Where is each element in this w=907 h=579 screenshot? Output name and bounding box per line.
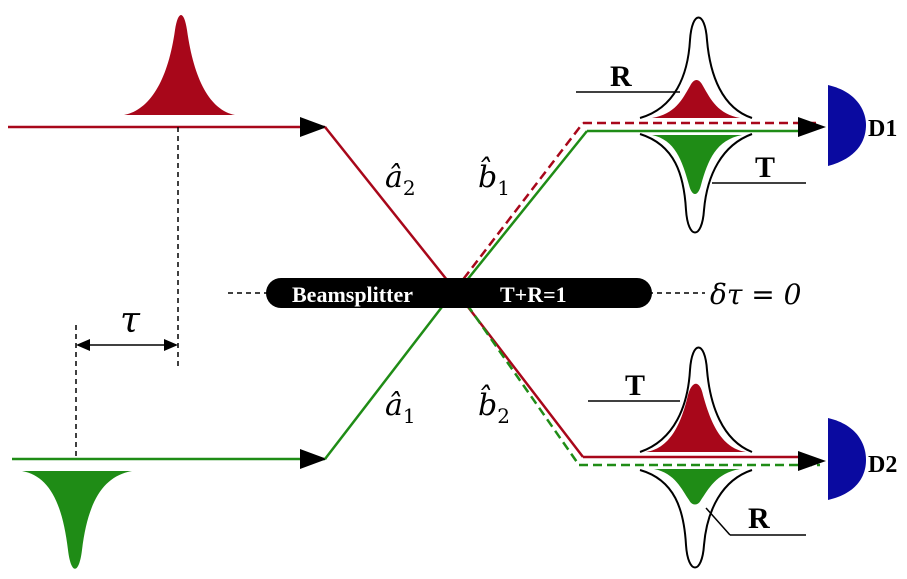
detector-d2-label: D2 — [868, 452, 897, 478]
envelope-d2-upper — [639, 346, 753, 453]
arrow-head-d2 — [798, 451, 826, 471]
d1-T-label: T — [755, 151, 775, 184]
d2-R-label: R — [748, 502, 770, 535]
envelope-d2-lower — [639, 469, 753, 569]
reflected-pulse-d2 — [654, 469, 740, 505]
beamsplitter-label: Beamsplitter — [292, 282, 413, 307]
arrow-head-d1 — [798, 117, 826, 137]
delay-arrow-right-head — [164, 339, 178, 351]
envelope-d1-lower — [639, 133, 753, 234]
beam-a2-red-in — [324, 126, 456, 291]
beam-b1-red-dashed — [454, 122, 584, 291]
arrow-head-top — [300, 117, 327, 137]
input-pulse-red — [124, 15, 235, 115]
tr-sum-label: T+R=1 — [500, 282, 567, 307]
input-pulse-green — [22, 471, 132, 569]
a1-label: â1 — [385, 388, 416, 428]
beam-b2-green-dashed — [457, 292, 581, 466]
reflected-pulse-d1 — [652, 80, 740, 118]
transmitted-pulse-d1 — [652, 135, 742, 194]
d1-R-label: R — [610, 60, 632, 93]
d2-T-label: T — [625, 369, 645, 402]
arrow-head-bottom — [300, 449, 327, 469]
envelope-d1-upper — [639, 16, 753, 119]
transmitted-pulse-d2 — [646, 383, 746, 452]
a2-label: â2 — [385, 160, 416, 200]
tau-label: τ — [120, 300, 141, 341]
d2-R-pointer — [705, 507, 731, 536]
beam-a1-green-in — [324, 289, 456, 460]
detector-d1-label: D1 — [868, 116, 897, 142]
delay-arrow-left-head — [76, 339, 90, 351]
beam-b1-green — [458, 130, 588, 291]
beamsplitter — [266, 278, 652, 308]
detector-d1 — [828, 85, 866, 166]
b1-label: b̂1 — [478, 156, 510, 200]
detector-d2 — [828, 418, 866, 500]
beam-b2-red — [454, 289, 584, 458]
b2-label: b̂2 — [478, 384, 510, 428]
delta-tau-label: δτ = 0 — [710, 278, 801, 311]
